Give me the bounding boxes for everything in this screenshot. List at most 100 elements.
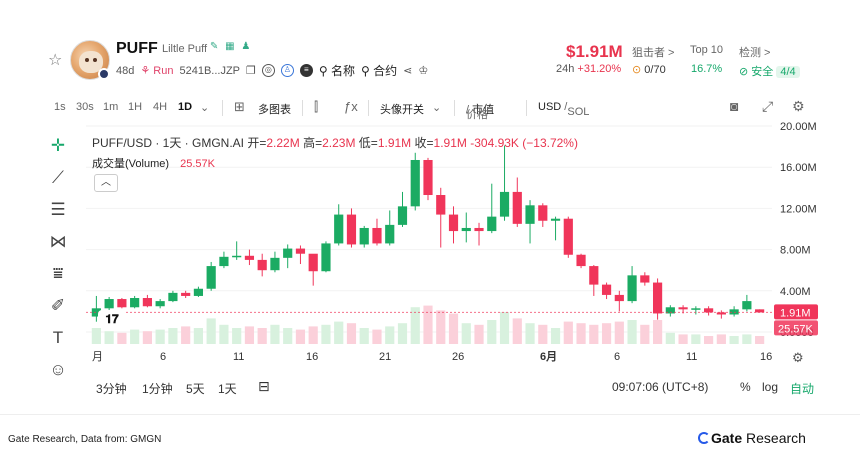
candle-body <box>640 275 650 283</box>
brush-icon[interactable]: ✐ <box>50 296 66 315</box>
settings-gear-icon[interactable]: ⚙ <box>792 98 805 114</box>
chevron-down-icon[interactable]: ⌄ <box>432 102 442 114</box>
change-value: -304.93K (−13.72%) <box>470 136 578 150</box>
candle-body <box>117 299 127 308</box>
pattern-icon[interactable]: ⋈ <box>49 232 67 251</box>
share-icon[interactable]: ⋖ <box>403 65 413 77</box>
collapse-legend-button[interactable]: ︿ <box>94 174 118 192</box>
search-name-button[interactable]: ⚲ 名称 <box>318 64 356 78</box>
candle-body <box>142 298 152 307</box>
range-bar: 3分钟 1分钟 5天 1天 ⊟ 09:07:06 (UTC+8) % log 自… <box>0 376 860 398</box>
candle-body <box>346 214 357 245</box>
volume-bar <box>155 329 165 344</box>
range-1d[interactable]: 1天 <box>218 382 237 396</box>
low-value: 1.91M <box>377 136 412 150</box>
text-tool-icon[interactable]: T <box>52 328 64 347</box>
add-chart-icon[interactable]: ⊞ <box>234 99 245 114</box>
menu-icon[interactable]: ≡ <box>299 64 313 77</box>
volume-bar <box>104 331 114 344</box>
candle-body <box>410 159 420 207</box>
candle-body <box>538 205 548 221</box>
y-tick-label: 20.00M <box>780 122 817 133</box>
volume-bar <box>487 320 497 344</box>
candle-body <box>270 257 280 271</box>
token-full-name: Liltle Puff <box>162 43 208 55</box>
volume-bar <box>385 326 395 344</box>
candle-body <box>181 292 191 296</box>
social-links-icon[interactable]: ✎ ▦ ♟ <box>210 41 253 52</box>
log-toggle[interactable]: log <box>762 380 779 394</box>
crown-icon[interactable]: ♔ <box>418 65 429 77</box>
candle-body <box>397 206 408 225</box>
candle-body <box>372 227 382 244</box>
interval-1h[interactable]: 1H <box>128 101 143 113</box>
candle-body <box>283 248 293 258</box>
volume-bar <box>372 329 382 344</box>
camera-icon[interactable]: ◙ <box>730 98 739 114</box>
indicator-fx-icon[interactable]: ƒx <box>344 99 358 114</box>
volume-bar <box>117 332 127 344</box>
top10-value: 16.7% <box>691 63 723 75</box>
auto-scale-toggle[interactable]: 自动 <box>790 382 815 396</box>
clock-time[interactable]: 09:07:06 (UTC+8) <box>612 380 709 394</box>
multi-chart-button[interactable]: 多图表 <box>258 104 291 116</box>
volume-bar <box>410 307 420 344</box>
candle-body <box>321 243 331 272</box>
volume-bar <box>206 318 216 344</box>
price-mcap-toggle[interactable]: 价格 / 市值 <box>466 104 495 121</box>
fullscreen-icon[interactable]: ⤢ <box>762 98 774 114</box>
trend-line-icon[interactable]: ⟋ <box>52 168 64 187</box>
sniper-label[interactable]: 狙击者 > <box>632 47 675 59</box>
emoji-icon[interactable]: ☺ <box>49 360 67 379</box>
volume-bar <box>640 324 650 344</box>
interval-4h[interactable]: 4H <box>153 101 168 113</box>
volume-bar <box>665 332 675 344</box>
volume-bar <box>499 312 510 344</box>
price-chart[interactable]: 20.00M16.00M12.00M8.00M4.00M0.00001.91M2… <box>80 122 820 366</box>
date-range-icon[interactable]: ⊟ <box>258 378 270 394</box>
range-5d[interactable]: 5天 <box>186 382 205 396</box>
volume-bar <box>550 328 561 344</box>
favorite-star-icon[interactable]: ☆ <box>48 52 63 69</box>
currency-toggle[interactable]: USD / SOL <box>538 101 590 118</box>
crosshair-icon[interactable]: ✛ <box>50 136 66 155</box>
candle-body <box>232 255 242 258</box>
candle-body <box>423 159 433 196</box>
candle-type-icon[interactable]: ⫿ <box>314 99 319 114</box>
globe-icon[interactable]: ◎ <box>261 64 275 77</box>
horizontal-lines-icon[interactable]: ☰ <box>50 200 66 219</box>
ohlc-legend: PUFF/USD · 1天 · GMGN.AI 开=2.22M 高=2.23M … <box>92 134 578 151</box>
candle-body <box>385 224 395 244</box>
avatar-toggle-button[interactable]: 头像开关 <box>380 104 424 116</box>
x-tick-label: 16 <box>306 351 318 363</box>
low-label: 低= <box>358 136 378 150</box>
x-tick-label: 26 <box>452 351 464 363</box>
candle-body <box>487 216 497 232</box>
range-1min[interactable]: 1分钟 <box>142 382 173 396</box>
range-3min[interactable]: 3分钟 <box>96 382 127 396</box>
volume-bar <box>538 324 548 344</box>
copy-icon[interactable]: ❐ <box>246 65 256 77</box>
user-icon[interactable]: ♙ <box>280 64 294 77</box>
volume-bar <box>321 324 331 344</box>
close-label: 收= <box>414 136 434 150</box>
fib-icon[interactable]: ⩸ <box>52 264 64 283</box>
search-contract-button[interactable]: ⚲ 合约 <box>361 64 398 78</box>
percent-toggle[interactable]: % <box>740 380 751 394</box>
volume-bar <box>512 318 522 344</box>
candle-body <box>155 301 165 307</box>
interval-1s[interactable]: 1s <box>54 101 66 113</box>
candle-body <box>691 308 701 310</box>
interval-1m[interactable]: 1m <box>103 101 119 113</box>
volume-label: 成交量(Volume) <box>92 158 170 170</box>
check-label[interactable]: 检测 > <box>739 47 771 59</box>
candle-body <box>448 214 459 232</box>
volume-bar <box>691 334 701 344</box>
interval-1d[interactable]: 1D <box>178 101 193 113</box>
tradingview-logo[interactable]: 𝟏𝟕 <box>98 310 126 328</box>
high-value: 2.23M <box>322 136 356 150</box>
chevron-down-icon[interactable]: ⌄ <box>200 102 210 114</box>
interval-30s[interactable]: 30s <box>76 101 94 113</box>
chain-badge-icon <box>98 68 110 80</box>
last-price-label: 1.91M <box>780 307 811 319</box>
